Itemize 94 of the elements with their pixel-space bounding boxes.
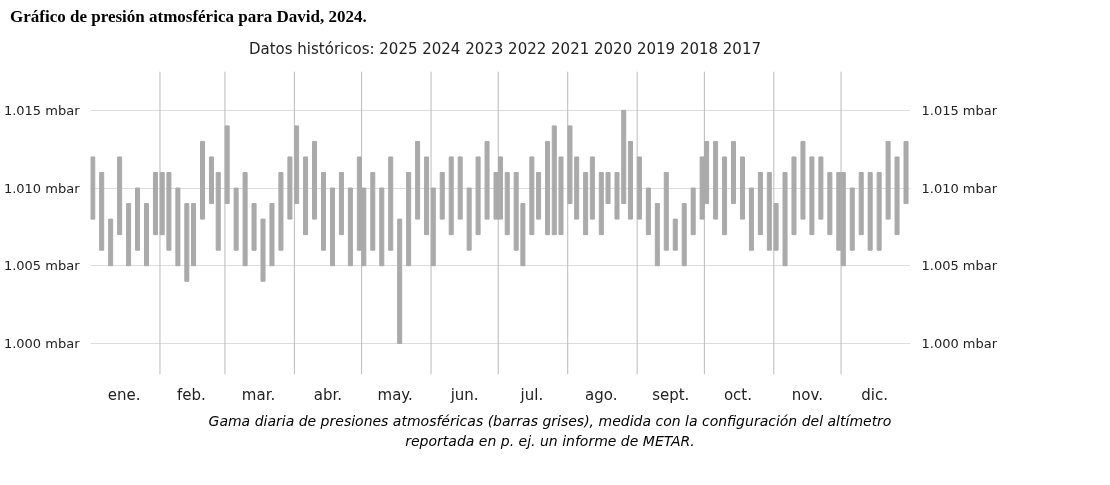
bar [457,156,463,220]
bar [424,156,430,235]
y2-tick-label: 1.010 mbar [921,180,998,196]
bar [818,156,824,220]
bar [143,202,150,266]
bar [303,156,309,235]
bar [645,187,651,235]
x-tick-label: jun. [449,385,479,404]
bar [722,156,728,235]
bar [849,187,855,251]
bar [484,140,490,220]
bar [439,171,445,220]
y-tick-label: 1.015 mbar [3,102,81,118]
bar [260,218,266,282]
x-tick-label: ago. [585,385,618,404]
bar [175,187,181,266]
bar [126,202,132,266]
bar [329,187,335,266]
bar [388,156,394,251]
bar [370,171,376,251]
bar [627,140,633,220]
bar [200,140,206,220]
bar [713,140,719,220]
y2-tick-label: 1.005 mbar [921,257,998,273]
x-tick-label: mar. [241,385,276,404]
bar [251,202,257,251]
bar [583,171,589,235]
text: Gama diaria de presiones atmosféricas (barras grises), medida con la configuración del altímetro reportada en p. ej. un informe de METAR. [207,411,893,451]
bar [135,187,141,251]
bar [379,187,385,266]
bar [320,171,327,251]
x-tick-label: feb. [176,385,206,404]
bar [312,140,318,220]
bar [504,171,510,235]
bar [809,156,815,235]
bar [681,202,687,266]
bar [757,171,763,235]
bar [397,218,403,344]
bar [782,171,788,266]
x-tick-label: jul. [519,385,544,404]
bar [730,140,737,204]
bar [215,171,221,251]
x-tick-label: oct. [723,385,753,404]
bar [430,187,436,266]
bar [338,171,344,235]
bar [466,187,472,251]
y-tick-label: 1.000 mbar [3,335,81,351]
bar [589,156,595,220]
bar [233,187,239,251]
bar [475,156,481,235]
bar [663,171,669,251]
x-tick-label: may. [377,385,413,404]
bar [654,202,660,266]
bar [152,171,158,235]
bar [876,171,882,251]
bar [739,156,745,220]
bar [497,156,504,220]
bar [406,171,412,266]
bar [894,156,900,235]
x-tick-label: dic. [861,385,889,404]
bar [840,171,846,266]
bar [636,156,642,220]
bar [690,187,696,235]
bar [748,187,754,251]
bar [545,140,551,235]
bar [867,171,873,251]
x-tick-label: ene. [107,385,141,404]
x-tick-label: sept. [652,385,690,404]
bar [242,171,248,266]
bar [108,218,114,266]
chart-subtitle: Datos históricos: 2025 2024 2023 2022 2021 2020 2019 2018 2017 [248,39,762,61]
chart-title: Gráfico de presión atmosférica para David, 2024. [10,6,367,28]
bar [827,171,833,235]
bar [278,171,284,251]
bar [347,187,353,266]
bar [858,171,864,235]
bar [415,140,421,220]
bar [672,218,678,251]
y-tick-label: 1.010 mbar [3,180,81,196]
bar [885,140,891,220]
bar [117,156,123,235]
y-tick-label: 1.005 mbar [3,257,81,273]
bar [791,156,797,235]
bar [208,156,214,204]
x-tick-label: nov. [791,385,824,404]
bar [903,140,909,204]
bar [99,171,105,251]
bar [224,125,230,204]
bar [269,202,275,266]
x-tick-label: abr. [313,385,343,404]
bar [800,140,806,220]
y2-tick-label: 1.015 mbar [921,102,998,118]
bar [448,156,454,235]
y2-tick-label: 1.000 mbar [921,335,998,351]
